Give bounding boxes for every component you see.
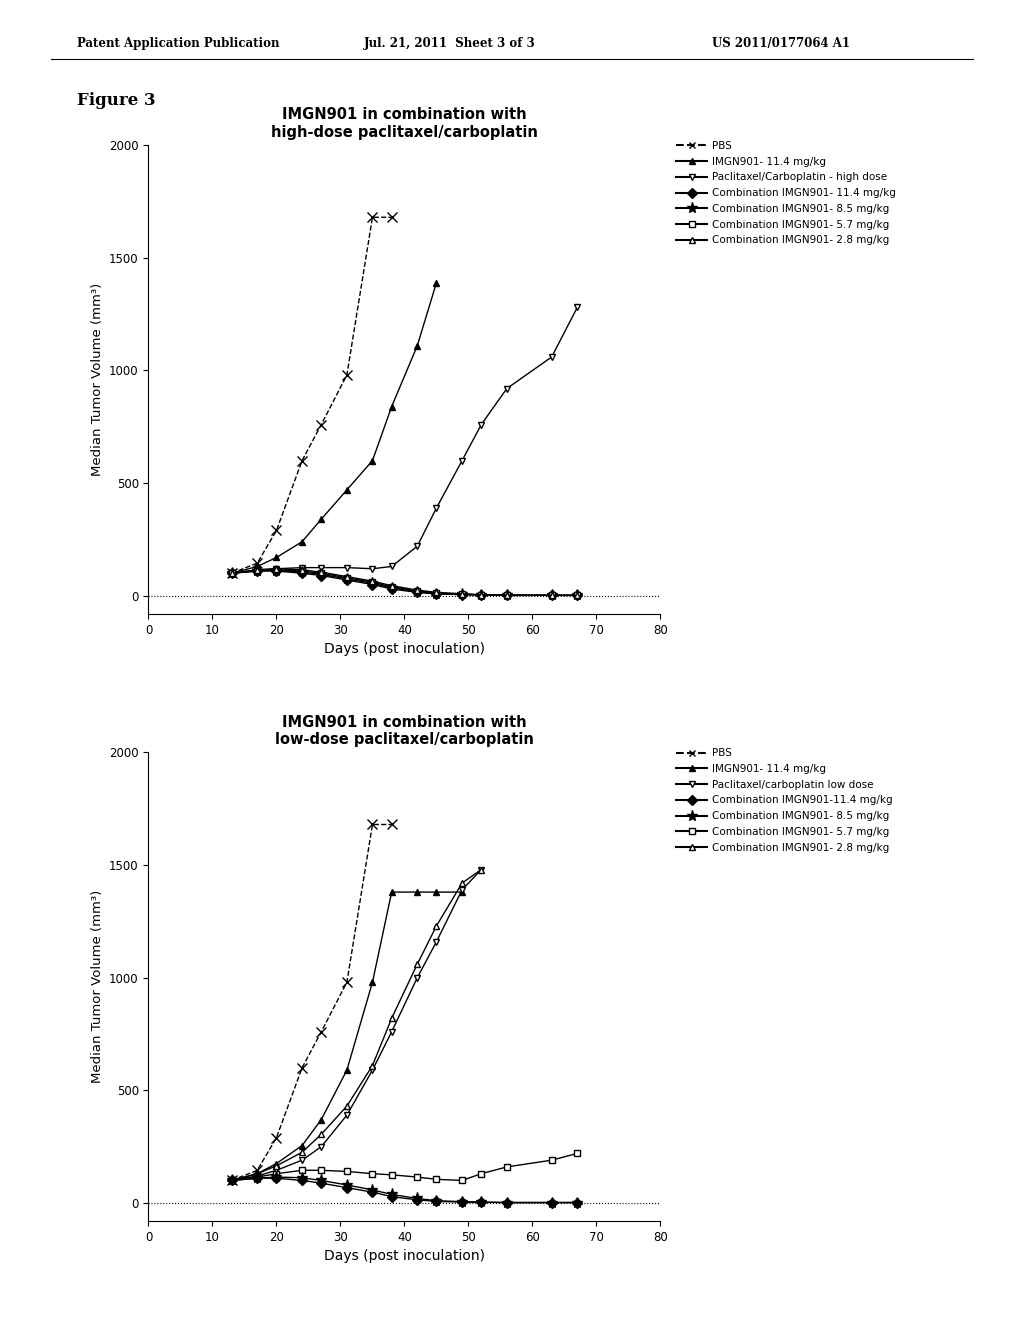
Text: Jul. 21, 2011  Sheet 3 of 3: Jul. 21, 2011 Sheet 3 of 3 <box>364 37 536 50</box>
Legend: PBS, IMGN901- 11.4 mg/kg, Paclitaxel/Carboplatin - high dose, Combination IMGN90: PBS, IMGN901- 11.4 mg/kg, Paclitaxel/Car… <box>676 141 896 246</box>
Text: US 2011/0177064 A1: US 2011/0177064 A1 <box>712 37 850 50</box>
Text: Figure 3: Figure 3 <box>77 92 156 110</box>
Y-axis label: Median Tumor Volume (mm³): Median Tumor Volume (mm³) <box>90 282 103 477</box>
Title: IMGN901 in combination with
low-dose paclitaxel/carboplatin: IMGN901 in combination with low-dose pac… <box>275 714 534 747</box>
X-axis label: Days (post inoculation): Days (post inoculation) <box>324 1249 485 1263</box>
Legend: PBS, IMGN901- 11.4 mg/kg, Paclitaxel/carboplatin low dose, Combination IMGN901-1: PBS, IMGN901- 11.4 mg/kg, Paclitaxel/car… <box>676 748 893 853</box>
Title: IMGN901 in combination with
high-dose paclitaxel/carboplatin: IMGN901 in combination with high-dose pa… <box>271 107 538 140</box>
Text: Patent Application Publication: Patent Application Publication <box>77 37 280 50</box>
X-axis label: Days (post inoculation): Days (post inoculation) <box>324 642 485 656</box>
Y-axis label: Median Tumor Volume (mm³): Median Tumor Volume (mm³) <box>90 890 103 1084</box>
